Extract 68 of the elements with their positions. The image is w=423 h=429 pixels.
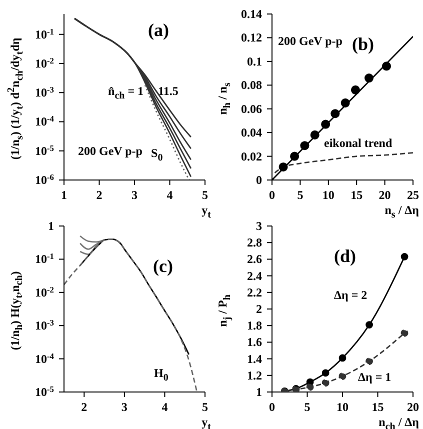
x-tick-label: 5 — [304, 400, 310, 414]
y-tick-label: 10$^{-3}$ — [35, 318, 54, 333]
y-tick-label: 0.04 — [241, 126, 262, 140]
x-tick-label: 5 — [297, 188, 304, 202]
x-tick-label: 15 — [350, 188, 363, 202]
y-tick-label: 10$^{-5}$ — [35, 143, 54, 158]
y-tick-label: 1.8 — [247, 318, 262, 333]
x-tick-label: 2 — [81, 400, 88, 414]
series-label: Δη = 1 — [358, 370, 392, 385]
series-label: eikonal trend — [324, 136, 392, 151]
y-tick-label: 10$^{-2}$ — [35, 284, 54, 300]
x-tick-label: 0 — [269, 400, 275, 414]
x-tick-label: 4 — [162, 400, 168, 414]
annotation: (a) — [148, 20, 169, 41]
y-tick-label: 2 — [256, 302, 262, 316]
y-tick-label: 3 — [256, 219, 262, 233]
x-tick-label: 10 — [336, 400, 348, 414]
y-tick-label: 2.8 — [247, 236, 262, 250]
x-tick-label: 20 — [407, 400, 419, 414]
y-tick-label: 0.14 — [241, 7, 262, 21]
annotation: (d) — [334, 246, 356, 267]
y-tick-label: 0.12 — [241, 30, 262, 45]
x-tick-label: 20 — [378, 188, 391, 202]
y-tick-label: 0.08 — [241, 78, 262, 92]
x-tick-label: 3 — [121, 400, 128, 414]
x-tick-label: 5 — [202, 188, 208, 202]
series-label: S$_{0}$ — [151, 146, 163, 164]
x-tick-label: 0 — [269, 188, 275, 202]
y-tick-label: 1.4 — [247, 352, 262, 366]
y-tick-label: 0.02 — [241, 149, 262, 164]
x-axis-title: n$_{s}$ / Δη — [384, 202, 419, 220]
y-tick-label: 1.6 — [247, 335, 262, 350]
x-tick-label: 4 — [166, 188, 173, 202]
y-tick-label: 0.1 — [247, 54, 262, 68]
annotation: (b) — [352, 34, 374, 55]
y-tick-label: 0 — [256, 173, 262, 187]
y-tick-label: 0.06 — [241, 102, 262, 116]
x-tick-label: 2 — [96, 188, 102, 202]
x-tick-label: 5 — [202, 400, 208, 414]
y-tick-label: 10$^{-2}$ — [35, 56, 54, 70]
y-tick-label: 1.2 — [247, 368, 262, 382]
x-tick-label: 15 — [372, 400, 384, 414]
annotation: 11.5 — [158, 84, 178, 99]
y-tick-label: 10$^{-6}$ — [35, 172, 54, 187]
y-tick-label: 10$^{-1}$ — [35, 26, 54, 42]
x-tick-label: 3 — [132, 188, 138, 202]
y-tick-label: 2.4 — [247, 268, 262, 283]
x-axis-title: n$_{ch}$ / Δη — [378, 414, 419, 429]
y-tick-label: 1 — [256, 385, 262, 399]
x-tick-label: 10 — [322, 188, 334, 202]
y-tick-label: 10$^{-4}$ — [35, 114, 55, 129]
annotation: 200 GeV p-p — [278, 34, 342, 49]
annotation: 200 GeV p-p — [78, 144, 142, 159]
y-tick-label: 1 — [48, 219, 54, 233]
y-tick-label: 2.2 — [247, 285, 262, 300]
x-axis-title: y$_{t}$ — [202, 414, 211, 429]
y-tick-label: 2.6 — [247, 252, 262, 266]
series-label: Δη = 2 — [334, 288, 368, 303]
y-tick-label: 10$^{-3}$ — [35, 85, 54, 100]
y-tick-label: 10$^{-5}$ — [35, 384, 54, 399]
x-tick-label: 1 — [61, 188, 67, 202]
y-tick-label: 10$^{-4}$ — [35, 351, 55, 366]
y-tick-label: 10$^{-1}$ — [35, 252, 54, 266]
series-label: H$_{0}$ — [154, 366, 168, 384]
annotation: n̂$_{ch}$ = 1 — [108, 84, 144, 102]
x-tick-label: 25 — [407, 188, 419, 202]
x-axis-title: y$_{t}$ — [202, 202, 211, 220]
annotation: (c) — [153, 256, 173, 277]
